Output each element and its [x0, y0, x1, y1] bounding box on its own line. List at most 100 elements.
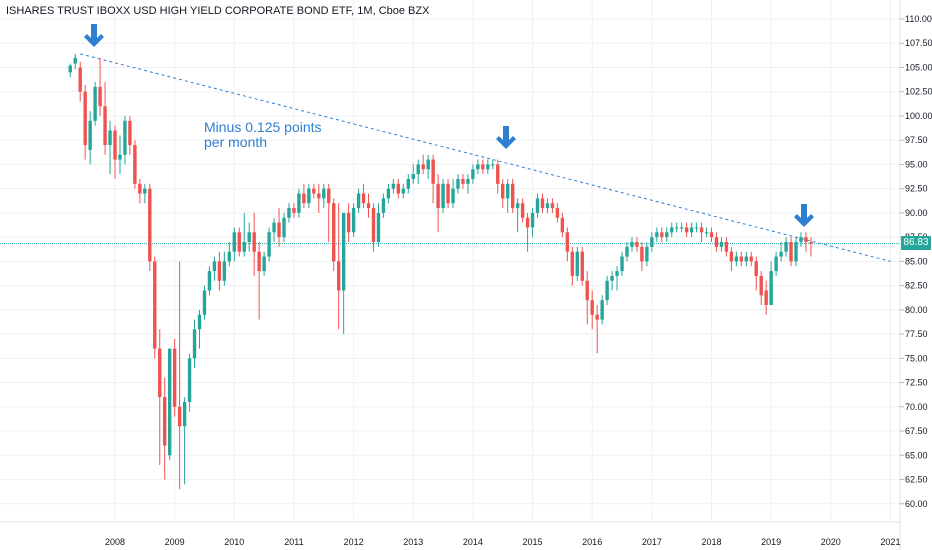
candle-body	[704, 232, 709, 234]
candle-body	[501, 183, 505, 199]
candle	[232, 227, 236, 262]
candle	[192, 319, 197, 369]
candle-body	[356, 193, 361, 209]
price-tick-label: 60.00	[905, 499, 928, 509]
candle-body	[436, 183, 440, 209]
candle-body	[560, 217, 565, 233]
candle	[704, 227, 709, 238]
candle-body	[192, 329, 197, 359]
candle-body	[684, 227, 689, 233]
candle	[505, 178, 510, 213]
candle-body	[486, 164, 490, 170]
candle	[650, 232, 654, 252]
candle	[212, 256, 217, 281]
candle	[336, 203, 341, 330]
candle-body	[565, 232, 570, 252]
candle	[749, 251, 753, 267]
chart-title: ISHARES TRUST IBOXX USD HIGH YIELD CORPO…	[6, 5, 430, 17]
time-tick-label: 2016	[582, 537, 602, 547]
candle-body	[694, 227, 699, 229]
candle	[297, 188, 301, 218]
candle-body	[327, 188, 331, 204]
candle-body	[570, 251, 575, 276]
candle	[575, 246, 579, 281]
candle-body	[267, 232, 271, 257]
candle-body	[128, 120, 132, 146]
price-tick-label: 92.50	[905, 184, 928, 194]
candle-body	[729, 251, 734, 262]
candle-body	[734, 256, 739, 262]
candle	[794, 237, 798, 267]
candle-body	[108, 130, 112, 146]
candle-body	[679, 227, 684, 229]
candle-body	[585, 280, 589, 301]
candle-body	[441, 183, 445, 209]
candle-body	[744, 256, 748, 262]
candle-body	[307, 188, 311, 204]
trendline[interactable]	[80, 53, 891, 262]
candle-body	[381, 198, 386, 213]
candle	[699, 222, 704, 242]
price-axis[interactable]: 60.00 62.50 65.00 67.50 70.00 72.50 75.00 77.50…	[900, 14, 932, 509]
candle-body	[68, 65, 72, 73]
candle	[709, 227, 714, 242]
time-tick-label: 2021	[880, 537, 900, 547]
candle-body	[809, 241, 813, 244]
candle	[98, 57, 102, 116]
candle	[744, 251, 748, 267]
candle-body	[769, 271, 773, 306]
candle-body	[610, 275, 614, 281]
candle-body	[287, 208, 291, 218]
candle-body	[675, 227, 679, 229]
candle-body	[317, 193, 321, 199]
candle	[496, 159, 500, 194]
candle	[262, 251, 266, 276]
candle-body	[575, 251, 579, 276]
candle-body	[650, 237, 654, 247]
candle-body	[272, 222, 276, 233]
candle	[217, 251, 222, 291]
candle-body	[83, 91, 87, 146]
candle	[426, 154, 430, 179]
candle	[138, 178, 142, 204]
candle	[153, 256, 157, 359]
candle	[187, 353, 192, 412]
candle	[118, 135, 122, 175]
candle	[510, 178, 515, 213]
candle	[376, 203, 381, 247]
annotation-line-1: Minus 0.125 points	[204, 119, 322, 135]
candle	[461, 174, 465, 189]
candle-body	[615, 271, 619, 276]
candle-body	[322, 188, 326, 199]
candle	[302, 183, 306, 209]
candle	[694, 222, 699, 233]
time-axis[interactable]: 2008 2009 2010 2011 2012 2013 2014 2015 2016 2017…	[105, 537, 900, 547]
candle-body	[426, 159, 430, 170]
candle-body	[764, 290, 768, 306]
candle	[774, 251, 778, 276]
candle-body	[446, 183, 450, 204]
price-tick-label: 75.00	[905, 353, 928, 363]
candle-body	[302, 193, 306, 204]
candle-body	[78, 67, 82, 92]
candle	[287, 203, 291, 223]
candle-body	[366, 203, 371, 209]
candle	[476, 159, 480, 175]
candle	[625, 241, 629, 262]
candle	[68, 63, 72, 78]
candle-body	[88, 120, 92, 150]
candle-body	[197, 314, 202, 330]
candle-body	[530, 212, 535, 228]
candle	[307, 183, 311, 209]
candle	[332, 198, 336, 272]
candle-body	[580, 251, 584, 281]
candle-body	[754, 261, 758, 276]
candle	[501, 178, 505, 209]
candle-body	[401, 188, 406, 194]
candle-body	[545, 203, 550, 209]
candle	[396, 178, 401, 199]
candle-body	[515, 203, 520, 209]
candle	[635, 237, 639, 252]
candle	[177, 261, 182, 490]
